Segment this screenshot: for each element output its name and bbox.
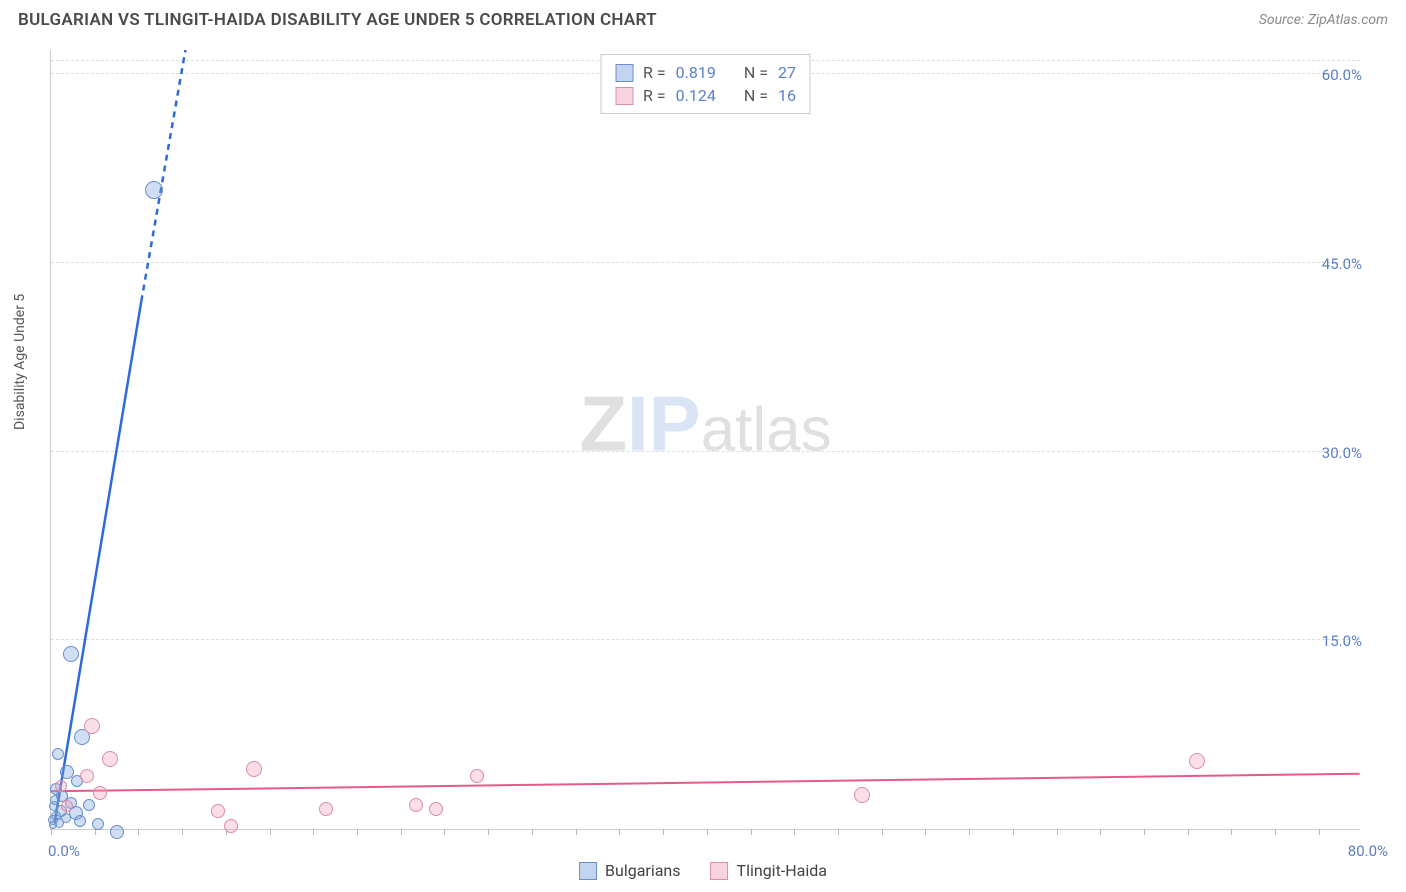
gridline — [51, 639, 1360, 640]
x-tick — [95, 829, 96, 835]
r-value-blue: 0.819 — [676, 63, 716, 82]
data-point — [50, 795, 60, 805]
data-point — [246, 761, 262, 777]
n-label: N = — [744, 63, 768, 82]
x-tick — [1275, 829, 1276, 835]
x-tick — [794, 829, 795, 835]
trendline — [51, 774, 1359, 792]
x-tick — [444, 829, 445, 835]
data-point — [83, 799, 95, 811]
x-origin-label: 0.0% — [48, 842, 80, 860]
data-point — [211, 804, 225, 818]
x-max-label: 80.0% — [1348, 842, 1388, 860]
y-tick-label: 30.0% — [1322, 444, 1362, 462]
trendline — [141, 50, 185, 301]
x-tick — [925, 829, 926, 835]
data-point — [854, 787, 870, 803]
x-tick — [576, 829, 577, 835]
data-point — [61, 800, 73, 812]
x-tick — [1231, 829, 1232, 835]
data-point — [49, 821, 57, 829]
x-tick — [1144, 829, 1145, 835]
x-tick — [1057, 829, 1058, 835]
data-point — [409, 798, 423, 812]
x-tick — [663, 829, 664, 835]
source-name: ZipAtlas.com — [1308, 12, 1388, 28]
x-tick — [1188, 829, 1189, 835]
data-point — [319, 802, 333, 816]
data-point — [145, 181, 163, 199]
x-tick — [1319, 829, 1320, 835]
data-point — [429, 802, 443, 816]
trendline — [55, 301, 142, 822]
chart-header: BULGARIAN VS TLINGIT-HAIDA DISABILITY AG… — [0, 0, 1406, 38]
x-tick — [488, 829, 489, 835]
legend-label-bulgarians: Bulgarians — [605, 861, 680, 880]
x-tick — [357, 829, 358, 835]
x-tick — [882, 829, 883, 835]
y-tick-label: 60.0% — [1322, 66, 1362, 84]
legend-label-tlingit: Tlingit-Haida — [737, 861, 827, 880]
r-value-pink: 0.124 — [676, 86, 716, 105]
data-point — [93, 786, 107, 800]
x-tick — [1013, 829, 1014, 835]
correlation-legend: R = 0.819 N = 27 R = 0.124 N = 16 — [600, 54, 811, 114]
n-value-blue: 27 — [778, 63, 796, 82]
data-point — [470, 769, 484, 783]
data-point — [92, 818, 104, 830]
x-tick — [401, 829, 402, 835]
data-point — [80, 769, 94, 783]
x-tick — [838, 829, 839, 835]
swatch-blue-icon — [579, 862, 597, 880]
x-tick — [270, 829, 271, 835]
y-tick-label: 15.0% — [1322, 632, 1362, 650]
n-label: N = — [744, 86, 768, 105]
series-legend: Bulgarians Tlingit-Haida — [579, 861, 827, 880]
data-point — [1189, 753, 1205, 769]
gridline — [51, 451, 1360, 452]
legend-row-tlingit: R = 0.124 N = 16 — [615, 84, 796, 107]
source-attribution: Source: ZipAtlas.com — [1259, 12, 1388, 28]
x-tick — [182, 829, 183, 835]
data-point — [110, 825, 124, 839]
legend-item-tlingit: Tlingit-Haida — [711, 861, 827, 880]
x-tick — [619, 829, 620, 835]
x-tick — [532, 829, 533, 835]
data-point — [102, 751, 118, 767]
chart-plot-area: ZIPatlas 15.0% 30.0% 45.0% 60.0% R = 0.819 … — [50, 50, 1360, 830]
legend-item-bulgarians: Bulgarians — [579, 861, 680, 880]
swatch-pink — [615, 87, 633, 105]
data-point — [63, 646, 79, 662]
y-tick-label: 45.0% — [1322, 255, 1362, 273]
x-tick — [51, 829, 52, 835]
data-point — [74, 815, 86, 827]
gridline — [51, 262, 1360, 263]
chart-title: BULGARIAN VS TLINGIT-HAIDA DISABILITY AG… — [18, 10, 657, 30]
r-label: R = — [643, 86, 666, 105]
y-axis-label: Disability Age Under 5 — [12, 294, 28, 430]
x-tick — [1100, 829, 1101, 835]
swatch-blue — [615, 64, 633, 82]
x-tick — [751, 829, 752, 835]
swatch-pink-icon — [711, 862, 729, 880]
source-prefix: Source: — [1259, 12, 1308, 28]
legend-row-bulgarians: R = 0.819 N = 27 — [615, 61, 796, 84]
data-point — [84, 718, 100, 734]
data-point — [55, 780, 67, 792]
x-tick — [138, 829, 139, 835]
data-point — [224, 819, 238, 833]
x-tick — [313, 829, 314, 835]
watermark: ZIPatlas — [579, 378, 831, 469]
r-label: R = — [643, 63, 666, 82]
n-value-pink: 16 — [778, 86, 796, 105]
x-tick — [707, 829, 708, 835]
x-tick — [969, 829, 970, 835]
data-point — [52, 748, 64, 760]
